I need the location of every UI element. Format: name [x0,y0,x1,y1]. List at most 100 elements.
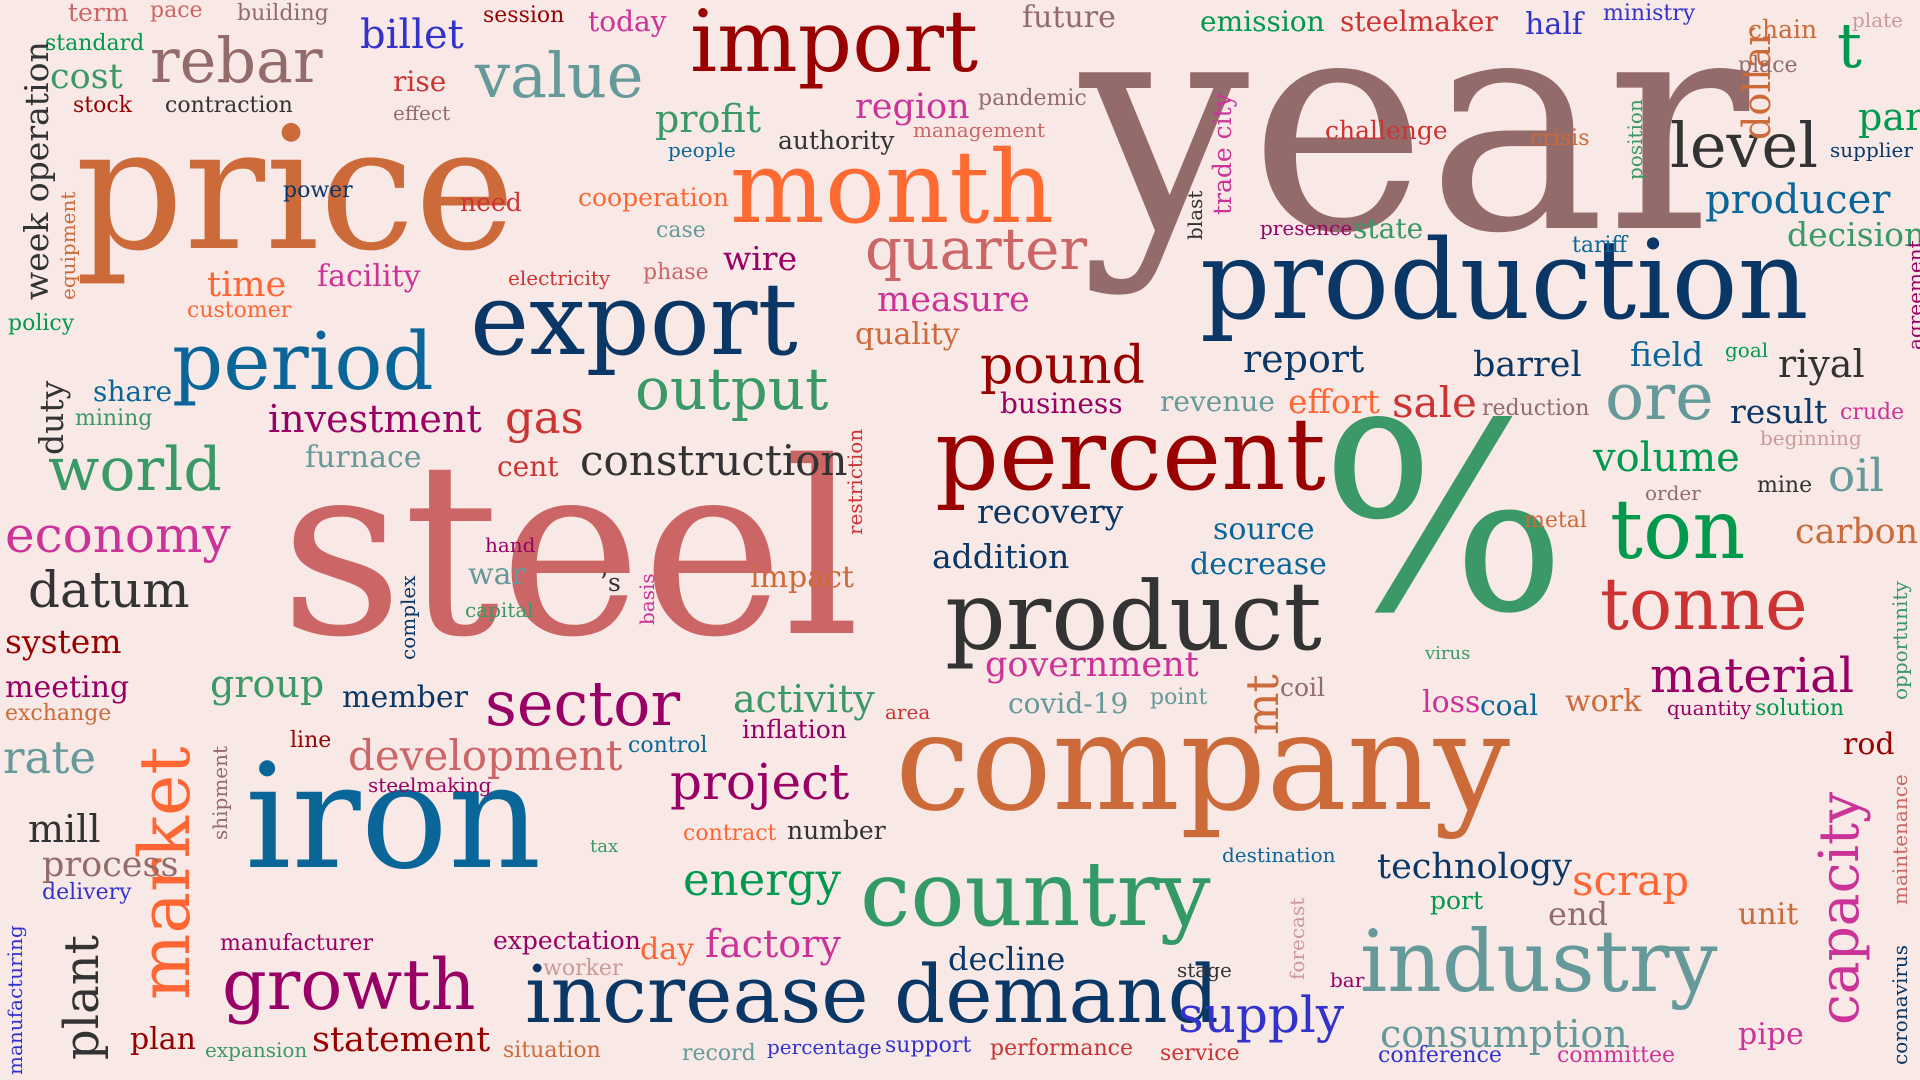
word-result: result [1730,392,1828,431]
word-profit: profit [655,97,761,141]
word-coil: coil [1280,673,1326,702]
word-economy: economy [5,506,231,564]
word-member: member [342,680,468,715]
word-customer: customer [187,298,292,323]
word-building: building [237,1,329,26]
word-pace: pace [150,0,203,23]
word-dollar: dollar [1735,27,1779,140]
word-wire: wire [723,239,798,278]
word-emission: emission [1200,5,1325,38]
word-goal: goal [1725,338,1769,362]
word-expansion: expansion [205,1038,308,1062]
word-source: source [1213,512,1315,547]
word-steel: steel [280,410,861,690]
word-number: number [787,816,886,845]
word-oil: oil [1828,449,1884,502]
word-control: control [628,733,708,758]
word-decline: decline [948,940,1066,978]
word-complex: complex [396,575,420,660]
word-virus: virus [1425,643,1471,664]
word-restriction: restriction [843,428,867,535]
word-pound: pound [980,336,1145,396]
word-import: import [690,0,979,92]
word-process: process [42,845,179,885]
word-shipment: shipment [208,745,232,840]
word-order: order [1645,481,1701,505]
word-percent: percent [935,396,1326,513]
word-carbon: carbon [1795,512,1919,552]
word-supplier: supplier [1830,138,1913,162]
word-point: point [1150,685,1208,710]
word-electricity: electricity [508,266,611,290]
word-policy: policy [8,311,75,336]
word-construction: construction [580,436,848,485]
word-plate: plate [1852,8,1903,32]
word-project: project [670,753,850,811]
word-state: state [1353,212,1424,245]
word-level: level [1670,109,1819,182]
word-volume: volume [1593,435,1740,481]
word-unit: unit [1738,897,1799,932]
word-sector: sector [485,667,681,740]
word-steelmaking: steelmaking [368,773,492,797]
word-delivery: delivery [42,880,132,905]
word-quarter: quarter [865,215,1088,283]
word-situation: situation [503,1038,601,1063]
word-manufacturer: manufacturer [220,931,373,956]
word-end: end [1548,895,1609,933]
word-effect: effect [393,101,451,125]
word-crude: crude [1840,400,1905,425]
word-world: world [48,435,222,505]
word-management: management [913,118,1046,142]
word-port: port [1430,886,1484,915]
word-ministry: ministry [1603,1,1696,26]
word-destination: destination [1222,843,1336,867]
word-future: future [1022,0,1116,35]
word-coal: coal [1480,689,1539,722]
word-contraction: contraction [165,93,293,118]
word-tonne: tonne [1600,562,1808,646]
word-meeting: meeting [5,670,130,705]
word-week-operation: week operation [17,41,56,300]
word-consumption: consumption [1380,1012,1628,1056]
word-report: report [1243,337,1365,381]
word-t: t [1837,9,1862,82]
word-sale: sale [1392,378,1477,427]
word-company: company [895,684,1511,841]
word-output: output [635,355,829,423]
word-share: share [93,375,173,408]
word-iron: iron [245,733,542,902]
word-energy: energy [683,853,841,906]
word-crisis: crisis [1530,126,1590,151]
word-chain: chain [1748,15,1818,44]
word-activity: activity [733,677,875,721]
word-datum: datum [28,561,190,619]
word-producer: producer [1705,177,1891,223]
word-: % [1320,369,1568,671]
word-challenge: challenge [1325,116,1448,145]
word-power: power [283,178,353,203]
word-inflation: inflation [742,715,847,744]
word-mining: mining [75,406,153,431]
word-field: field [1630,335,1704,374]
word-rate: rate [3,731,97,784]
word-war: war [468,557,526,592]
word-agreement: agreement [1903,240,1920,350]
word-industry: industry [1360,913,1718,1012]
word-covid-19: covid-19 [1008,687,1129,720]
word-presence: presence [1260,216,1353,240]
word-pipe: pipe [1738,1017,1804,1052]
word-cooperation: cooperation [578,183,729,212]
word-conference: conference [1378,1043,1502,1068]
word-ton: ton [1610,483,1746,578]
word-rod: rod [1843,727,1895,762]
word-recovery: recovery [977,492,1124,531]
word-decision: decision [1787,215,1920,254]
word-year: year [1080,0,1750,299]
word-blast: blast [1183,190,1207,240]
word-need: need [460,188,522,217]
word-measure: measure [877,280,1030,320]
word-duty: duty [32,380,71,455]
word-opportunity: opportunity [1888,581,1912,700]
